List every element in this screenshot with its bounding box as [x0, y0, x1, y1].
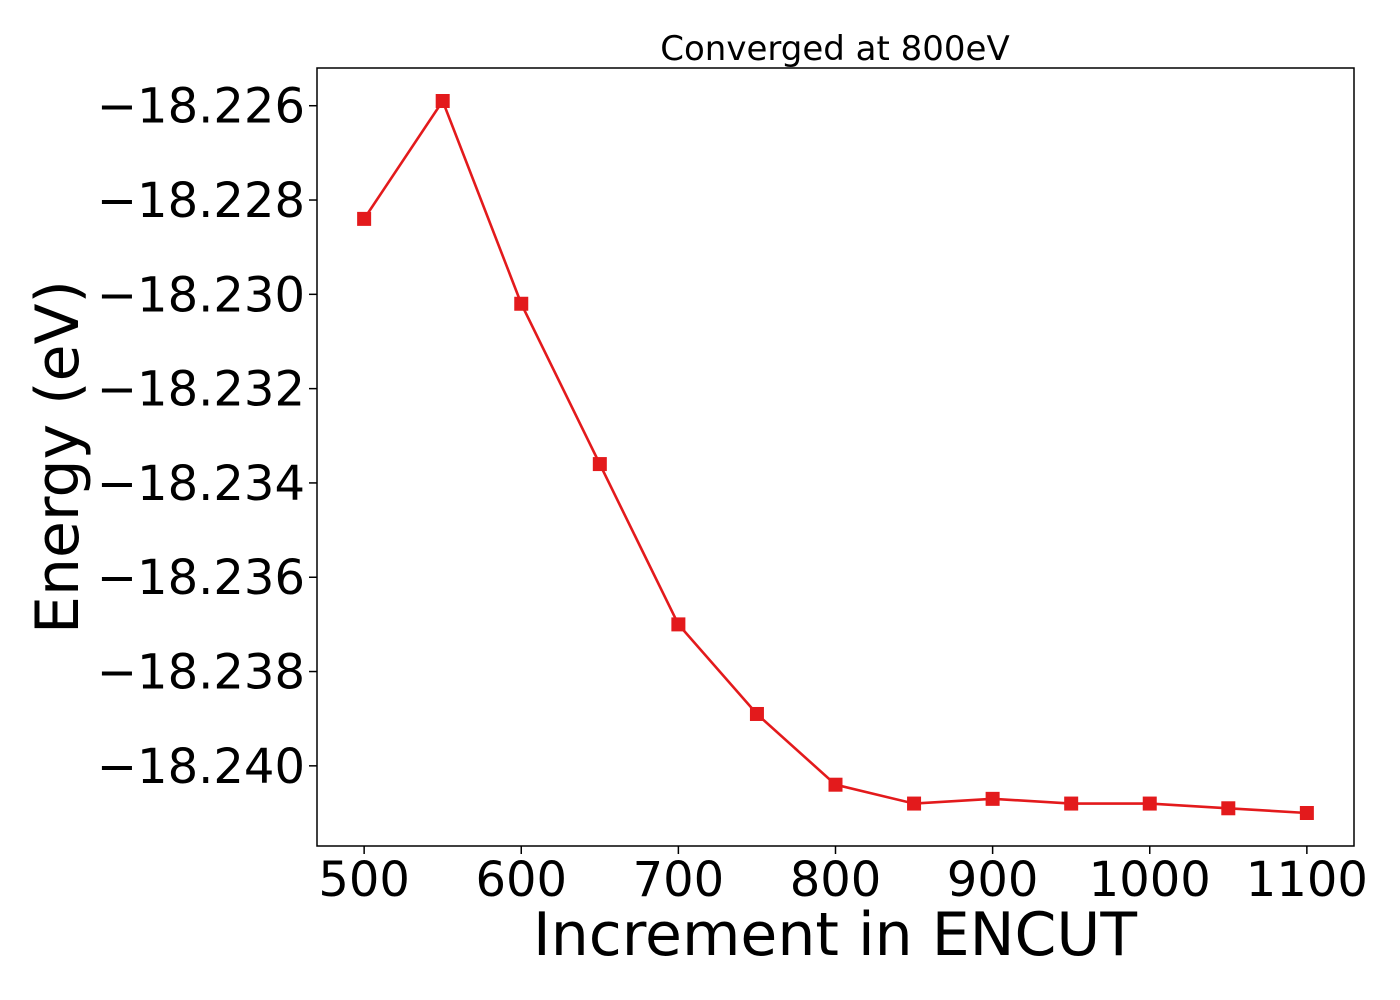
- x-axis: 500 600 700 800 900 1000 1100: [318, 846, 1368, 908]
- y-tick-label: −18.240: [97, 739, 305, 795]
- x-tick-label: 900: [947, 852, 1039, 908]
- data-point-marker: [514, 296, 529, 311]
- x-tick-label: 700: [633, 852, 725, 908]
- y-tick-label: −18.232: [97, 362, 305, 418]
- plot-area-frame: [316, 67, 1355, 847]
- x-tick-label: 1000: [1089, 852, 1211, 908]
- y-axis-title: Energy (eV): [23, 280, 93, 634]
- y-tick-label: −18.238: [97, 645, 305, 701]
- data-point-marker: [1142, 796, 1157, 811]
- y-tick-label: −18.230: [97, 267, 305, 323]
- x-tick-label: 800: [790, 852, 882, 908]
- x-axis-title: Increment in ENCUT: [533, 900, 1137, 970]
- x-tick-label: 500: [318, 852, 410, 908]
- series-layer: [357, 94, 1314, 820]
- y-tick-label: −18.234: [97, 456, 305, 512]
- data-point-marker: [671, 617, 686, 632]
- data-point-marker: [749, 706, 764, 721]
- data-point-marker: [435, 94, 450, 109]
- data-point-marker: [1064, 796, 1079, 811]
- data-point-marker: [907, 796, 922, 811]
- y-tick-label: −18.236: [97, 550, 305, 606]
- data-point-marker: [828, 777, 843, 792]
- series-line: [363, 98, 1307, 815]
- chart-title: Converged at 800eV: [660, 29, 1009, 69]
- data-point-marker: [357, 211, 372, 226]
- x-tick-label: 1100: [1246, 852, 1368, 908]
- y-tick-label: −18.226: [97, 79, 305, 135]
- x-tick-label: 600: [475, 852, 567, 908]
- y-tick-label: −18.228: [97, 173, 305, 229]
- y-axis: −18.226 −18.228 −18.230 −18.232 −18.234 −18.2…: [97, 79, 317, 795]
- data-point-marker: [1299, 805, 1314, 820]
- data-point-marker: [592, 457, 607, 472]
- data-point-marker: [1221, 801, 1236, 816]
- data-point-marker: [985, 791, 1000, 806]
